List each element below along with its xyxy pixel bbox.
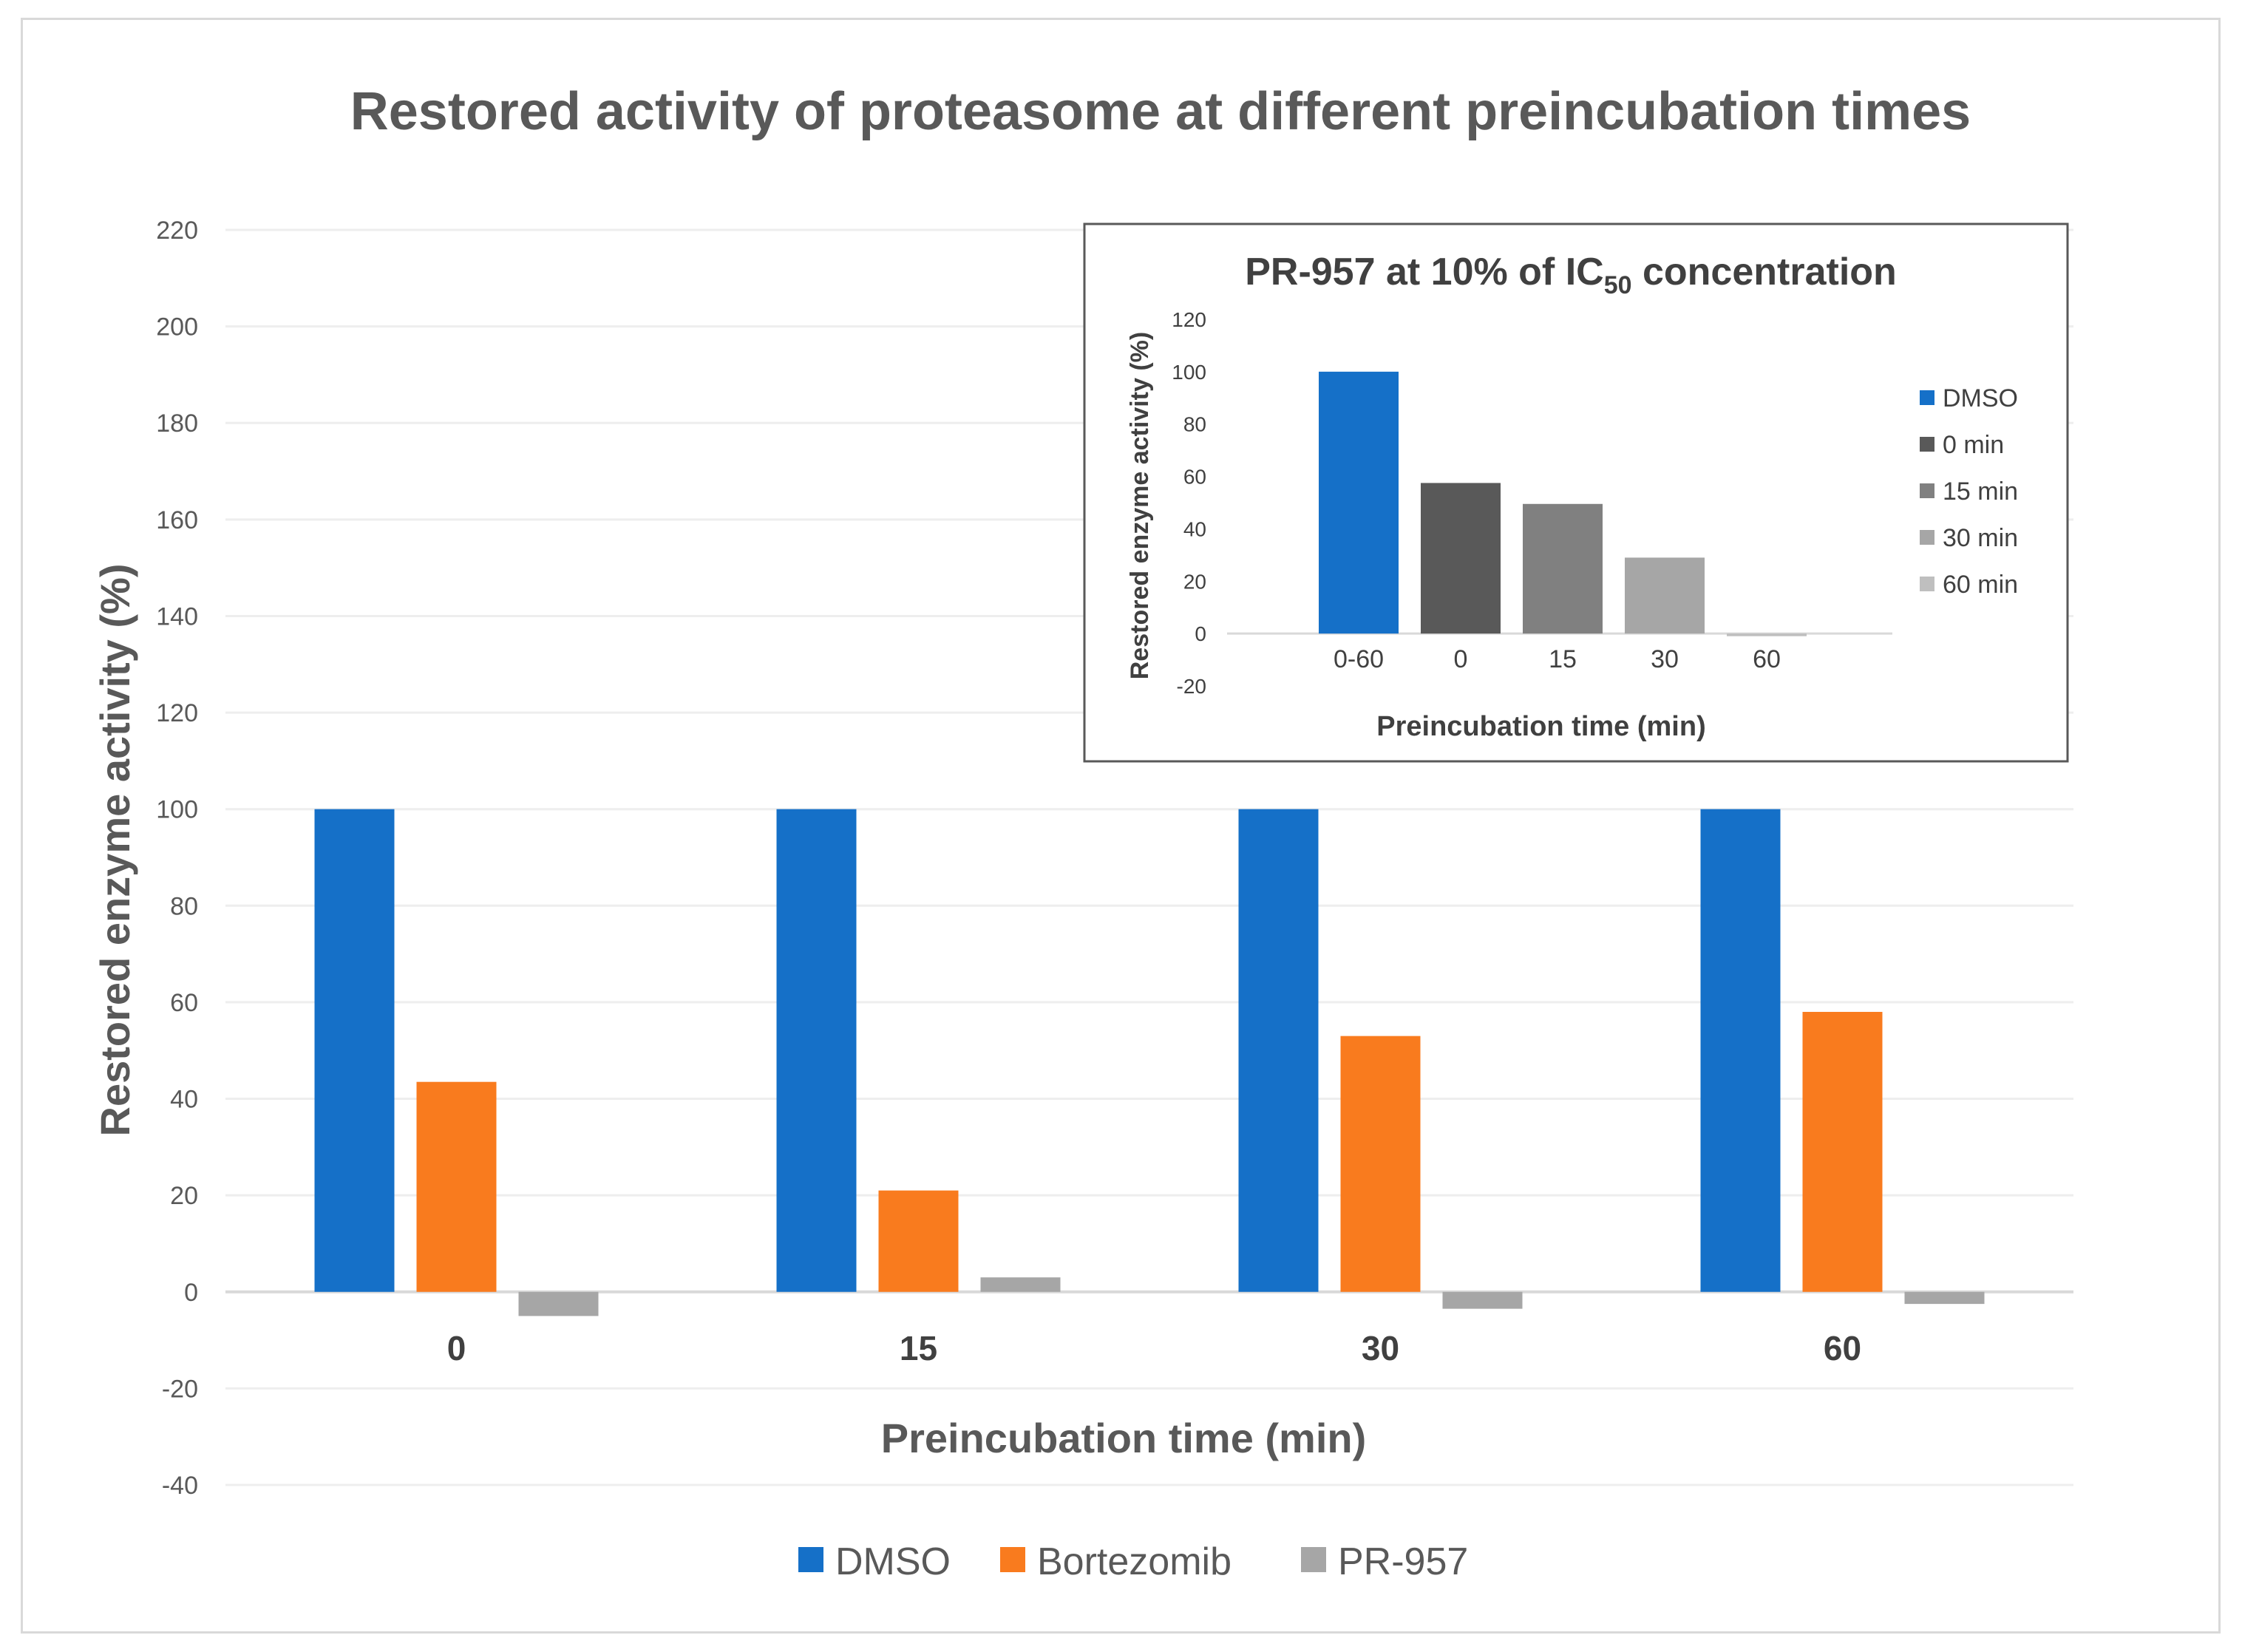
bar-dmso-60 bbox=[1700, 809, 1781, 1292]
inset-legend-label: 15 min bbox=[1943, 477, 2018, 506]
inset-y-tick-label: 80 bbox=[1183, 413, 1206, 436]
main-bars bbox=[314, 809, 1985, 1316]
inset-legend-label: 30 min bbox=[1943, 524, 2018, 552]
bar-bortezomib-15 bbox=[878, 1190, 959, 1292]
inset-x-tick-label: 0 bbox=[1454, 645, 1468, 673]
bar-bortezomib-60 bbox=[1802, 1011, 1883, 1292]
inset-x-tick-label: 0-60 bbox=[1334, 645, 1384, 673]
main-x-tick-label: 30 bbox=[1362, 1329, 1399, 1367]
inset-y-tick-label: 100 bbox=[1172, 361, 1206, 384]
main-legend: DMSO Bortezomib PR-957 bbox=[798, 1540, 1468, 1583]
legend-label-dmso: DMSO bbox=[835, 1540, 951, 1583]
inset-chart-title: PR-957 at 10% of IC50 concentration bbox=[1245, 251, 1897, 299]
main-x-tick-labels: 0 15 30 60 bbox=[447, 1329, 1861, 1367]
legend-swatch-bortezomib bbox=[1000, 1547, 1025, 1572]
main-y-tick-label: 160 bbox=[156, 506, 198, 534]
inset-x-tick-label: 30 bbox=[1651, 645, 1679, 673]
inset-y-axis-label: Restored enzyme activity (%) bbox=[1126, 332, 1154, 680]
inset-bar-30min bbox=[1625, 557, 1705, 634]
main-y-tick-labels: -40 -20 0 20 40 60 80 100 120 140 160 180 200 220 bbox=[156, 217, 198, 1500]
main-y-tick-label: 0 bbox=[184, 1279, 198, 1307]
main-x-tick-label: 15 bbox=[900, 1329, 937, 1367]
bar-pr957-15 bbox=[980, 1277, 1061, 1292]
main-y-tick-label: 220 bbox=[156, 217, 198, 245]
main-y-tick-label: 40 bbox=[170, 1086, 198, 1114]
legend-swatch-pr957 bbox=[1301, 1547, 1326, 1572]
main-y-tick-label: 80 bbox=[170, 892, 198, 920]
inset-legend-label: 0 min bbox=[1943, 431, 2004, 459]
inset-y-tick-label: 0 bbox=[1195, 622, 1206, 645]
main-y-tick-label: 100 bbox=[156, 796, 198, 824]
legend-label-pr957: PR-957 bbox=[1338, 1540, 1468, 1583]
main-y-tick-label: 180 bbox=[156, 409, 198, 438]
inset-legend-swatch bbox=[1920, 577, 1934, 591]
main-y-tick-label: -20 bbox=[162, 1375, 198, 1403]
main-x-axis-label: Preincubation time (min) bbox=[881, 1415, 1367, 1461]
bar-dmso-15 bbox=[776, 809, 857, 1292]
inset-x-tick-label: 15 bbox=[1549, 645, 1577, 673]
inset-legend-swatch bbox=[1920, 437, 1934, 452]
main-y-tick-label: 200 bbox=[156, 313, 198, 341]
main-y-tick-label: -40 bbox=[162, 1472, 198, 1500]
main-y-tick-label: 60 bbox=[170, 989, 198, 1017]
main-y-tick-label: 20 bbox=[170, 1182, 198, 1210]
inset-x-axis-label: Preincubation time (min) bbox=[1376, 711, 1705, 742]
inset-bar-0min bbox=[1421, 483, 1501, 634]
bar-bortezomib-30 bbox=[1340, 1036, 1421, 1292]
inset-bars bbox=[1319, 371, 1807, 636]
inset-legend: DMSO 0 min 15 min 30 min 60 min bbox=[1920, 384, 2018, 599]
inset-bar-15min bbox=[1523, 503, 1603, 634]
main-x-tick-label: 60 bbox=[1824, 1329, 1861, 1367]
inset-title-tail: concentration bbox=[1632, 251, 1897, 293]
inset-y-tick-label: 20 bbox=[1183, 570, 1206, 593]
legend-swatch-dmso bbox=[798, 1547, 823, 1572]
main-x-tick-label: 0 bbox=[447, 1329, 466, 1367]
inset-legend-label: 60 min bbox=[1943, 571, 2018, 599]
bar-pr957-60 bbox=[1904, 1291, 1985, 1305]
legend-label-bortezomib: Bortezomib bbox=[1037, 1540, 1232, 1583]
main-y-tick-label: 120 bbox=[156, 699, 198, 727]
inset-bar-60min bbox=[1727, 633, 1807, 636]
bar-pr957-0 bbox=[518, 1291, 599, 1316]
inset-y-tick-label: 120 bbox=[1172, 308, 1206, 331]
inset-x-tick-label: 60 bbox=[1753, 645, 1781, 673]
inset-y-tick-label: -20 bbox=[1177, 675, 1206, 698]
inset-legend-label: DMSO bbox=[1943, 384, 2018, 412]
bar-bortezomib-0 bbox=[416, 1081, 497, 1292]
inset-bar-dmso bbox=[1319, 371, 1399, 634]
inset-legend-swatch bbox=[1920, 483, 1934, 498]
inset-title-main: PR-957 at 10% of IC bbox=[1245, 251, 1604, 293]
inset-y-tick-labels: -20 0 20 40 60 80 100 120 bbox=[1172, 308, 1206, 698]
inset-box bbox=[1083, 222, 2069, 763]
inset-title-subscript: 50 bbox=[1604, 271, 1632, 299]
inset-x-tick-labels: 0-60 0 15 30 60 bbox=[1334, 645, 1781, 673]
main-chart-title: Restored activity of proteasome at diffe… bbox=[350, 82, 1971, 141]
bar-dmso-30 bbox=[1238, 809, 1319, 1292]
bar-pr957-30 bbox=[1442, 1291, 1523, 1309]
main-y-axis-label: Restored enzyme activity (%) bbox=[92, 564, 138, 1137]
main-y-tick-label: 140 bbox=[156, 602, 198, 630]
bar-dmso-0 bbox=[314, 809, 395, 1292]
inset-legend-swatch bbox=[1920, 390, 1934, 405]
inset-y-tick-label: 40 bbox=[1183, 517, 1206, 540]
inset-legend-swatch bbox=[1920, 530, 1934, 545]
inset-y-tick-label: 60 bbox=[1183, 466, 1206, 489]
